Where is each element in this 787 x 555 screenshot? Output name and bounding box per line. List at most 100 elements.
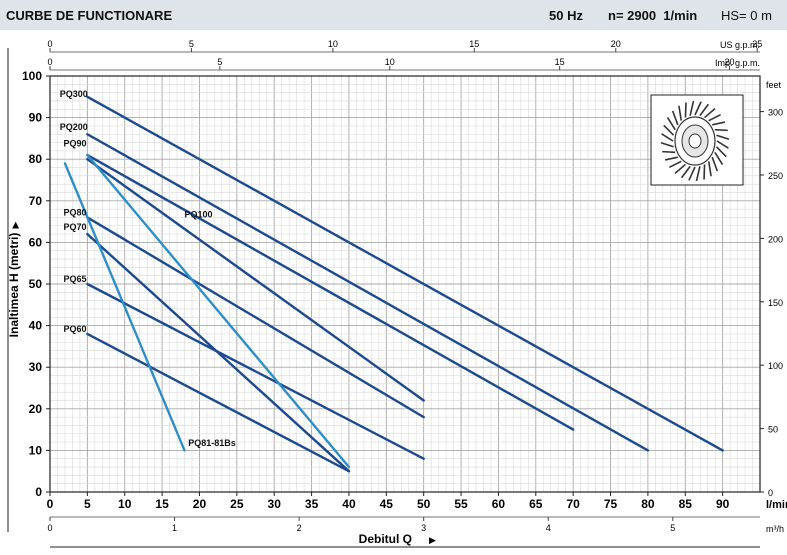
impeller-blade <box>707 161 712 177</box>
imp-gpm-tick-label: 0 <box>47 57 52 67</box>
frequency-label: 50 Hz <box>549 8 583 23</box>
chart-grid <box>49 75 761 493</box>
m3h-tick-label: 5 <box>670 523 675 533</box>
x-tick-label: 60 <box>492 497 506 511</box>
hs-label: HS= 0 m <box>721 8 772 23</box>
feet-tick-label: 150 <box>768 298 783 308</box>
x-tick-label: 65 <box>529 497 543 511</box>
curve-pq81-81bs <box>63 162 186 452</box>
impeller-inset <box>650 94 744 186</box>
impeller-blade <box>674 163 686 174</box>
curve-label-pq65: PQ65 <box>63 274 86 284</box>
header-bar: CURBE DE FUNCTIONARE 50 Hz n= 2900 1/min… <box>0 0 787 30</box>
impeller-blade <box>680 165 691 179</box>
imp-gpm-tick-label: 20 <box>724 57 734 67</box>
x-tick-label: 70 <box>566 497 580 511</box>
chart-curves <box>63 95 724 473</box>
y-tick-label: 60 <box>29 235 43 249</box>
impeller-blade <box>688 166 696 181</box>
us-gpm-tick-label: 5 <box>189 39 194 49</box>
x-tick-label: 0 <box>47 497 54 511</box>
curve-unlabeled <box>86 153 351 469</box>
us-gpm-tick-label: 25 <box>752 39 762 49</box>
y-tick-label: 40 <box>29 319 43 333</box>
curve-labels: PQ300 PQ200 PQ90 PQ100 PQ80 PQ70 PQ65 PQ60 PQ81-… <box>60 89 236 448</box>
impeller-blade <box>671 110 679 126</box>
impeller-blade <box>684 102 687 118</box>
x-tick-label: 35 <box>305 497 319 511</box>
us-gpm-tick-label: 20 <box>611 39 621 49</box>
imp-gpm-tick-label: 5 <box>217 57 222 67</box>
x-tick-label: 90 <box>716 497 730 511</box>
y-tick-label: 70 <box>29 194 43 208</box>
y-axis-arrow: ▶ <box>10 221 20 228</box>
m3h-tick-label: 4 <box>546 523 551 533</box>
impeller-blade <box>694 101 702 116</box>
curve-label-pq300: PQ300 <box>60 89 88 99</box>
m3h-unit: m³/h <box>766 524 784 534</box>
y-tick-label: 20 <box>29 402 43 416</box>
m3h-tick-label: 3 <box>421 523 426 533</box>
curve-pq60 <box>86 332 351 473</box>
page-title: CURBE DE FUNCTIONARE <box>6 8 173 23</box>
impeller-blade <box>666 117 676 131</box>
impeller-blade <box>716 140 729 149</box>
curve-pq80 <box>86 216 425 419</box>
curve-pq90 <box>86 153 575 431</box>
curve-pq100 <box>86 157 425 402</box>
y-tick-label: 100 <box>22 69 42 83</box>
m3h-tick-label: 2 <box>297 523 302 533</box>
x-tick-label: 75 <box>604 497 618 511</box>
feet-tick-label: 0 <box>768 488 773 498</box>
y-tick-label: 80 <box>29 152 43 166</box>
impeller-blade <box>660 142 674 148</box>
imp-gpm-tick-label: 15 <box>555 57 565 67</box>
curve-label-pq81-81bs: PQ81-81Bs <box>188 438 236 448</box>
impeller-blade <box>715 146 727 158</box>
impeller-blade <box>704 108 716 119</box>
feet-tick-label: 100 <box>768 361 783 371</box>
x-axis-label: Debitul Q <box>359 532 412 546</box>
x-unit-label: l/min <box>766 499 787 511</box>
imp-gpm-unit: Imp. g.p.m. <box>715 58 760 68</box>
curve-label-pq60: PQ60 <box>63 324 86 334</box>
feet-unit: feet <box>766 80 782 90</box>
y-axis-label: Inaltimea H (metri) <box>7 233 21 338</box>
x-tick-label: 30 <box>268 497 282 511</box>
feet-tick-label: 200 <box>768 234 783 244</box>
impeller-blade <box>714 151 724 165</box>
chart-ticks: 0 5 10 15 20 25 30 35 40 45 50 55 60 65 70 75 80 85 90 l/mi… <box>22 39 787 534</box>
impeller-icon <box>660 100 730 182</box>
imp-gpm-tick-label: 10 <box>385 57 395 67</box>
impeller-blade <box>703 164 706 180</box>
feet-tick-label: 250 <box>768 171 783 181</box>
curve-label-pq70: PQ70 <box>63 222 86 232</box>
impeller-blade <box>662 150 676 154</box>
impeller-blade <box>669 160 682 169</box>
impeller-blade <box>699 103 710 117</box>
feet-tick-label: 50 <box>768 425 778 435</box>
curve-label-pq100: PQ100 <box>185 209 213 219</box>
impeller-blade <box>664 156 678 161</box>
impeller-blade <box>695 166 701 182</box>
x-tick-label: 15 <box>155 497 169 511</box>
y-tick-label: 0 <box>35 485 42 499</box>
m3h-tick-label: 0 <box>47 523 52 533</box>
speed-label: n= 2900 1/min <box>608 8 698 23</box>
impeller-blade <box>708 113 721 122</box>
y-tick-label: 50 <box>29 277 43 291</box>
us-gpm-tick-label: 0 <box>47 39 52 49</box>
curve-pq200 <box>86 133 650 452</box>
x-axis-arrow: ▶ <box>429 535 436 545</box>
x-tick-label: 5 <box>84 497 91 511</box>
x-tick-label: 55 <box>454 497 468 511</box>
us-gpm-tick-label: 15 <box>469 39 479 49</box>
y-tick-label: 30 <box>29 360 43 374</box>
curve-label-pq90: PQ90 <box>63 139 86 149</box>
impeller-blade <box>712 121 726 126</box>
x-tick-label: 25 <box>230 497 244 511</box>
impeller-blade <box>716 134 730 140</box>
impeller-blade <box>689 100 695 116</box>
impeller-blade <box>661 133 674 142</box>
